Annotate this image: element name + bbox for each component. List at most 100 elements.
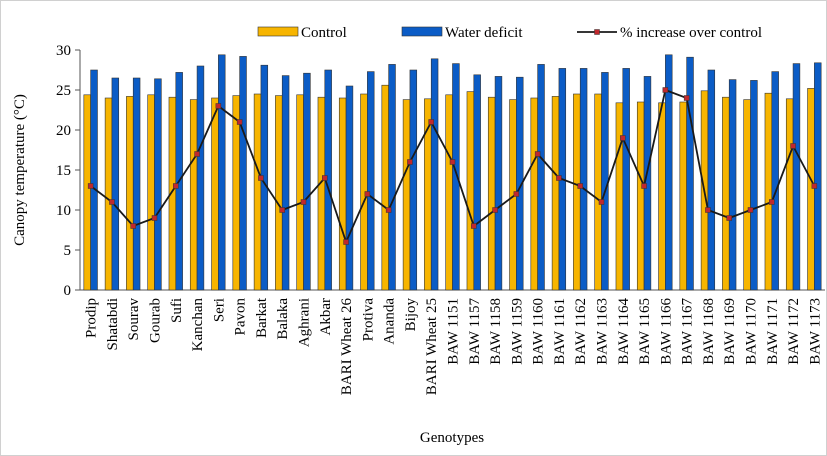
x-tick-label: BAW 1170	[744, 298, 760, 365]
bar	[665, 54, 673, 291]
x-tick-label: BAW 1157	[467, 298, 483, 365]
marker	[428, 119, 434, 125]
bar	[232, 95, 240, 291]
bar	[132, 77, 141, 291]
bar	[494, 76, 503, 291]
bar	[771, 71, 779, 291]
x-tick-label: BAW 1161	[552, 298, 568, 365]
x-tick-label: BAW 1173	[807, 298, 823, 365]
x-axis-title: Genotypes	[420, 430, 484, 446]
marker	[492, 207, 498, 213]
marker	[151, 215, 158, 221]
bar	[473, 74, 481, 291]
bar	[154, 78, 162, 291]
bar	[601, 72, 609, 291]
marker	[513, 191, 520, 197]
y-tick-label: 30	[56, 43, 71, 59]
bar	[211, 97, 219, 291]
x-tick-label: Seri	[211, 298, 227, 322]
bar	[579, 68, 588, 291]
bar	[814, 62, 822, 291]
legend-label: Water deficit	[445, 25, 523, 41]
marker	[258, 175, 264, 181]
marker	[215, 103, 222, 109]
bar	[126, 96, 134, 291]
x-tick-label: Sufi	[169, 298, 185, 323]
marker	[194, 151, 200, 157]
x-tick-label: Shatabdi	[105, 298, 121, 351]
x-tick-label: Pavon	[233, 298, 249, 336]
marker	[407, 159, 413, 165]
bar	[317, 96, 326, 291]
marker	[109, 199, 115, 205]
marker	[300, 199, 307, 205]
bar	[338, 97, 347, 291]
bar	[388, 64, 396, 291]
bar	[239, 56, 247, 291]
bar	[345, 85, 354, 291]
y-tick-label: 20	[56, 123, 71, 139]
bar	[807, 88, 815, 291]
bar	[367, 71, 375, 291]
y-tick-label: 25	[56, 83, 71, 99]
marker	[449, 159, 456, 165]
marker	[385, 207, 392, 213]
x-tick-label: BAW 1165	[637, 298, 653, 365]
marker	[790, 143, 796, 149]
bar	[83, 94, 91, 291]
x-tick-label: Aghrani	[297, 298, 313, 347]
bar	[275, 95, 283, 291]
y-tick-label: 15	[56, 163, 71, 179]
legend-label: Control	[301, 25, 347, 41]
bar	[466, 91, 475, 291]
x-tick-label: Barkat	[254, 297, 270, 338]
bar	[452, 63, 460, 291]
bar	[750, 80, 758, 291]
bar	[622, 68, 630, 291]
x-tick-label: BARI Wheat 26	[339, 298, 355, 396]
x-tick-label: BAW 1168	[701, 298, 717, 365]
marker	[620, 135, 626, 141]
x-tick-label: BAW 1163	[595, 298, 611, 365]
marker	[173, 183, 179, 189]
marker	[641, 183, 647, 189]
marker	[577, 183, 583, 189]
legend-swatch	[401, 26, 443, 37]
x-tick-label: Kanchan	[190, 298, 206, 352]
marker	[236, 119, 243, 125]
x-tick-label: BAW 1151	[446, 298, 462, 365]
marker	[130, 223, 136, 229]
x-tick-label: Ananda	[382, 298, 398, 345]
bar	[196, 65, 205, 291]
x-tick-label: BAW 1172	[786, 298, 802, 365]
bar	[253, 93, 262, 291]
x-tick-label: BAW 1169	[722, 298, 738, 365]
x-tick-label: Sourav	[126, 298, 142, 341]
y-tick-label: 10	[56, 203, 71, 219]
y-tick-label: 0	[64, 283, 72, 299]
y-axis-title: Canopy temperature (°C)	[12, 94, 28, 246]
x-tick-label: BAW 1166	[658, 298, 674, 365]
bar	[381, 84, 389, 291]
bar	[90, 69, 98, 291]
legend-label: % increase over control	[620, 25, 762, 41]
x-tick-label: Prodip	[84, 298, 100, 338]
bar	[303, 72, 311, 291]
marker	[705, 207, 711, 213]
bar	[764, 92, 773, 291]
bar	[189, 99, 198, 291]
bar	[679, 101, 687, 291]
bar	[487, 96, 496, 291]
bar	[409, 69, 418, 291]
bar	[147, 94, 155, 291]
bar	[218, 54, 226, 291]
x-tick-label: Akbar	[318, 298, 334, 336]
bar	[530, 97, 538, 291]
x-tick-label: BAW 1162	[573, 298, 589, 365]
legend-marker	[594, 29, 600, 35]
marker	[279, 207, 285, 213]
bar	[707, 69, 716, 291]
x-tick-label: Gourab	[148, 298, 164, 343]
marker	[598, 199, 605, 205]
